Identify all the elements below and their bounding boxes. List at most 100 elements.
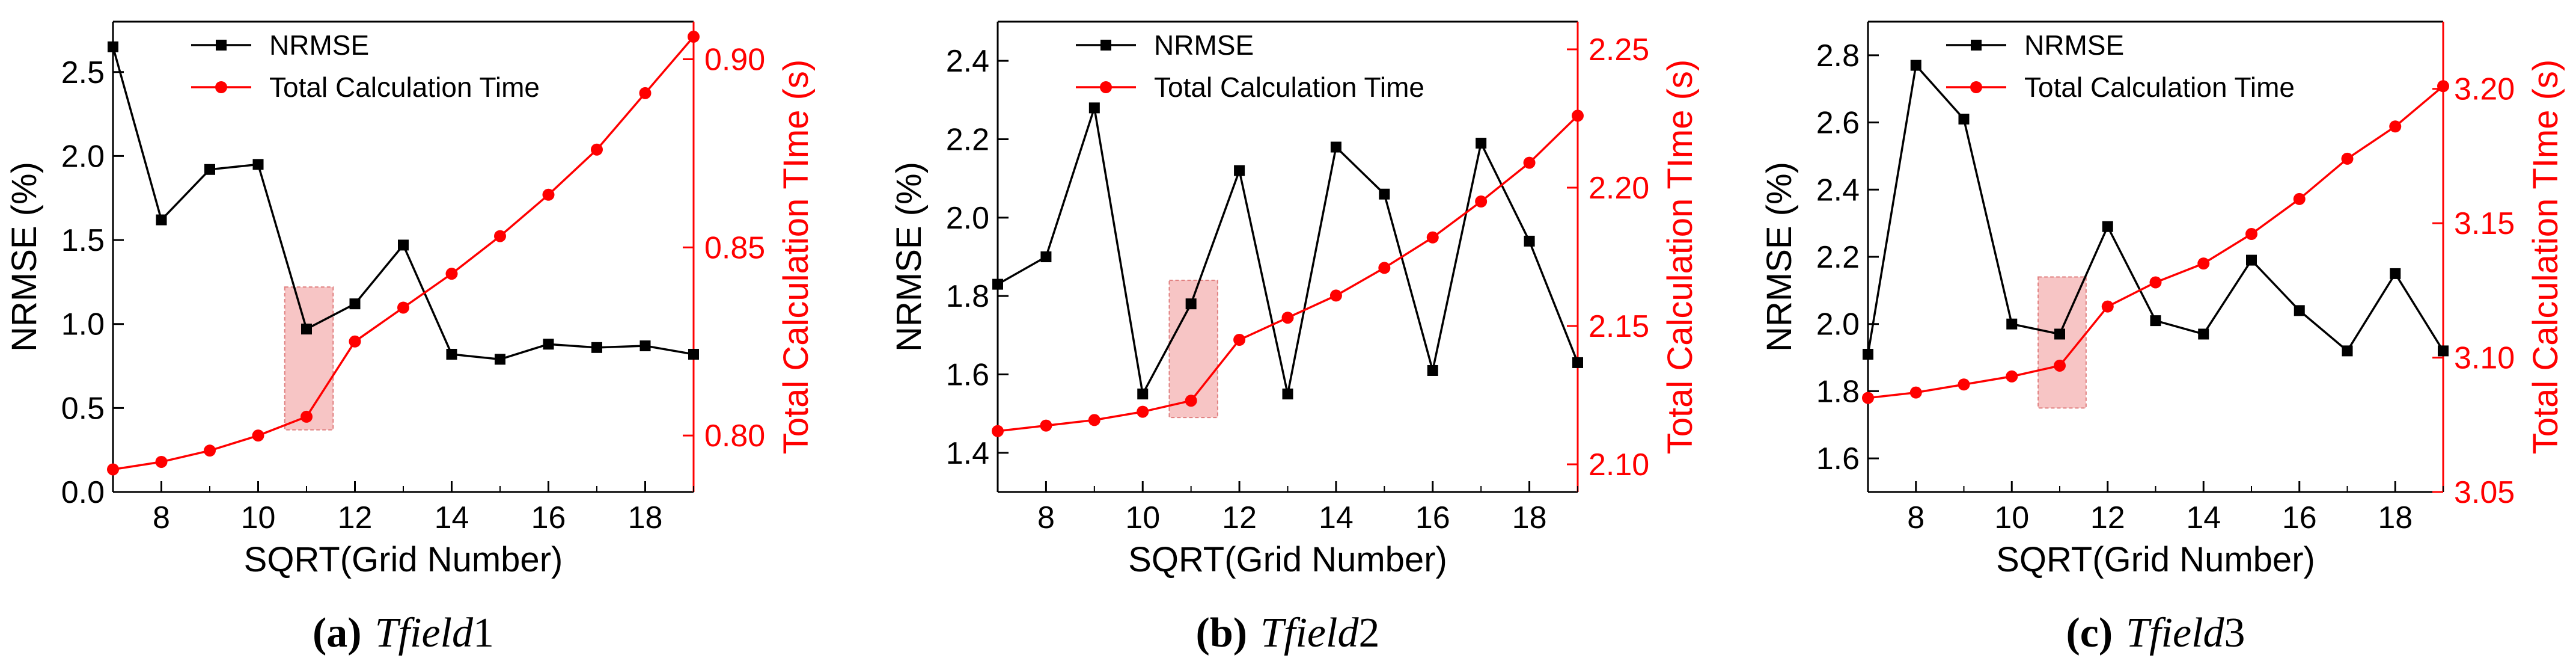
right-y-tick-label: 2.10: [1589, 447, 1649, 482]
x-axis-title: SQRT(Grid Number): [1996, 540, 2315, 579]
nrmse-point: [1524, 235, 1535, 247]
nrmse-point: [1379, 188, 1390, 200]
legend-marker-nrmse: [216, 40, 227, 51]
nrmse-point: [688, 348, 699, 360]
legend-label-time: Total Calculation Time: [1154, 72, 1424, 103]
time-point: [1572, 109, 1584, 122]
x-tick-label: 16: [531, 500, 566, 535]
legend-marker-nrmse: [1971, 40, 1982, 51]
left-y-tick-label: 1.6: [1816, 441, 1860, 476]
caption-name: Tfield: [375, 610, 474, 656]
x-axis-title: SQRT(Grid Number): [244, 540, 563, 579]
right-y-tick-label: 3.20: [2454, 72, 2515, 107]
time-point: [2197, 257, 2210, 270]
nrmse-point: [2150, 315, 2161, 327]
time-point: [1329, 289, 1342, 302]
right-y-axis-title: Total Calculation TIme (s): [777, 60, 816, 455]
time-point: [542, 188, 555, 201]
time-point: [1281, 312, 1294, 324]
chart-panel-1: 8 10 12 14 16 18 0.0 0.5 1.0 1.5 2.0 2.5 0.80 0.85 0.9…: [5, 20, 816, 656]
time-point: [2389, 120, 2402, 133]
time-point: [688, 31, 700, 43]
nrmse-point: [349, 298, 361, 310]
time-point: [107, 463, 119, 476]
nrmse-point: [1330, 141, 1341, 153]
time-point: [301, 410, 313, 423]
time-point: [1137, 405, 1149, 418]
legend-marker-time: [215, 81, 227, 93]
time-point: [639, 87, 652, 99]
right-y-tick-label: 3.15: [2454, 206, 2515, 241]
left-y-tick-label: 2.4: [946, 44, 989, 79]
nrmse-point: [2390, 268, 2401, 279]
time-point: [992, 425, 1004, 437]
time-point: [155, 455, 168, 468]
legend-label-nrmse: NRMSE: [2024, 29, 2124, 61]
nrmse-point: [398, 239, 409, 251]
nrmse-point: [1088, 102, 1100, 114]
series-line-nrmse: [997, 107, 1579, 398]
x-axis-title: SQRT(Grid Number): [1128, 540, 1447, 579]
nrmse-point: [1040, 251, 1052, 262]
right-y-tick-label: 2.15: [1589, 309, 1649, 344]
panel-caption: (b) Tfield2: [1196, 610, 1380, 656]
nrmse-point: [1476, 138, 1487, 149]
right-y-tick-label: 2.20: [1589, 171, 1649, 206]
left-y-tick-label: 2.0: [946, 201, 989, 236]
nrmse-point: [1910, 60, 1921, 71]
nrmse-point: [1234, 165, 1245, 176]
x-tick-label: 14: [2186, 500, 2221, 535]
legend-label-time: Total Calculation Time: [269, 72, 540, 103]
x-tick-label: 8: [1907, 500, 1924, 535]
caption-letter: (c): [2066, 610, 2113, 656]
time-point: [1862, 392, 1874, 404]
time-point: [591, 143, 603, 156]
panel-caption: (a) Tfield1: [313, 610, 494, 656]
x-tick-label: 12: [2090, 500, 2125, 535]
left-y-tick-label: 2.5: [61, 55, 105, 90]
left-y-tick-label: 1.4: [946, 436, 989, 471]
caption-letter: (a): [313, 610, 362, 656]
nrmse-point: [2054, 328, 2065, 340]
left-y-tick-label: 1.5: [61, 223, 105, 258]
left-y-tick-label: 2.0: [1816, 307, 1860, 342]
nrmse-point: [591, 342, 602, 353]
x-tick-label: 16: [2282, 500, 2317, 535]
legend-label-nrmse: NRMSE: [1154, 29, 1254, 61]
caption-name: Tfield: [2126, 610, 2224, 656]
time-point: [204, 444, 216, 457]
nrmse-point: [2102, 221, 2113, 232]
left-y-tick-label: 1.8: [1816, 374, 1860, 409]
caption-number: 3: [2224, 610, 2245, 656]
time-point: [1426, 231, 1439, 244]
right-y-tick-label: 3.10: [2454, 341, 2515, 376]
nrmse-point: [252, 159, 264, 170]
series-line-nrmse: [1867, 63, 2444, 355]
nrmse-point: [301, 324, 312, 335]
x-tick-label: 14: [435, 500, 469, 535]
panel-caption: (c) Tfield3: [2066, 610, 2245, 656]
left-y-tick-label: 2.6: [1816, 106, 1860, 141]
highlight-box: [284, 286, 334, 431]
time-point: [397, 301, 409, 314]
left-y-tick-label: 0.0: [61, 475, 105, 510]
caption-number: 1: [473, 610, 494, 656]
right-y-tick-label: 0.85: [704, 230, 765, 265]
legend-marker-time: [1970, 81, 1982, 93]
x-tick-label: 12: [1222, 500, 1257, 535]
x-tick-label: 10: [1125, 500, 1160, 535]
time-point: [494, 230, 506, 242]
time-point: [1088, 414, 1100, 426]
caption-letter: (b): [1196, 610, 1248, 656]
left-y-axis-title: NRMSE (%): [1760, 162, 1799, 352]
time-point: [2054, 359, 2066, 372]
time-point: [2149, 276, 2162, 289]
left-y-tick-label: 2.8: [1816, 38, 1860, 73]
legend-label-nrmse: NRMSE: [269, 29, 369, 61]
right-y-tick-label: 3.05: [2454, 475, 2515, 510]
right-y-tick-label: 0.80: [704, 419, 765, 453]
nrmse-point: [2246, 254, 2257, 266]
nrmse-point: [446, 348, 457, 360]
x-tick-label: 16: [1415, 500, 1450, 535]
